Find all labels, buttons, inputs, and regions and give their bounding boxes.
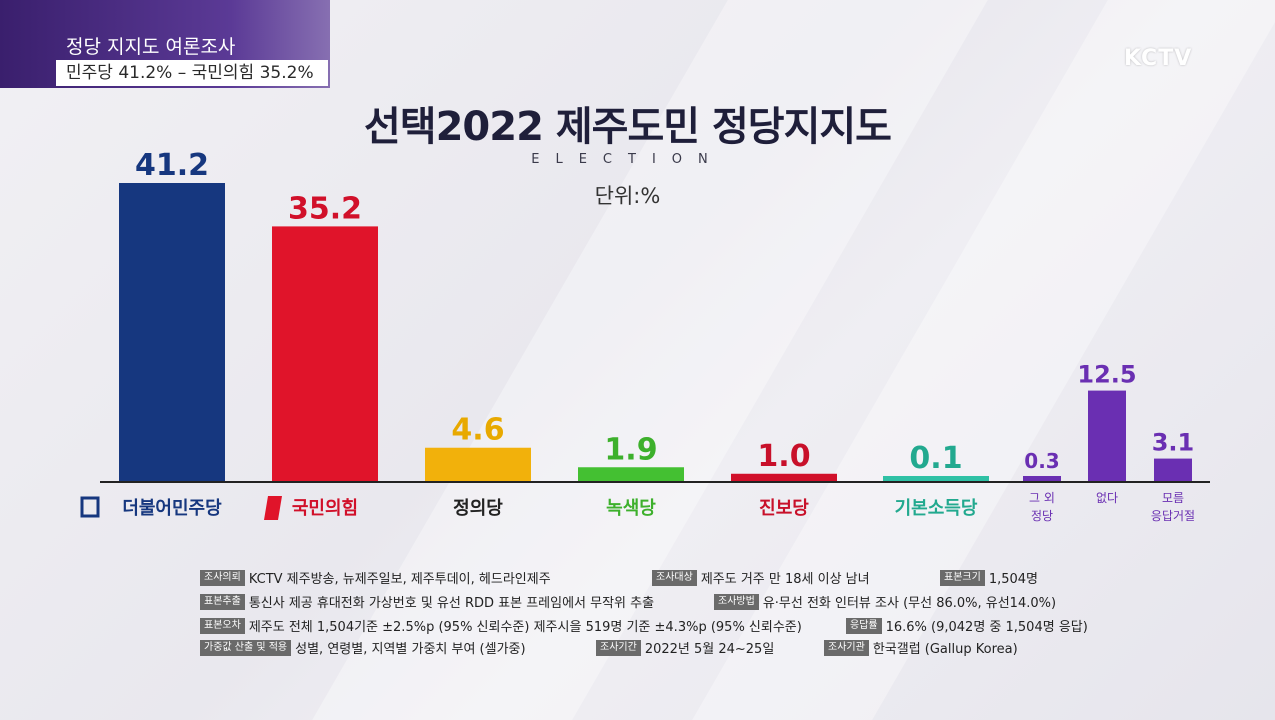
category-label-7: 정당 bbox=[1031, 509, 1053, 523]
category-label-9: 응답거절 bbox=[1151, 509, 1195, 523]
info-sampling: 표본추출 통신사 제공 휴대전화 가상번호 및 유선 RDD 표본 프레임에서 무… bbox=[200, 592, 654, 611]
info-client: 조사의뢰 KCTV 제주방송, 뉴제주일보, 제주투데이, 헤드라인제주 bbox=[200, 568, 551, 587]
category-label-6: 기본소득당 bbox=[895, 498, 978, 519]
value-label-5: 1.0 bbox=[757, 439, 810, 474]
info-response-rate: 응답률 16.6% (9,042명 중 1,504명 응답) bbox=[846, 616, 1088, 635]
category-label-1: 더불어민주당 bbox=[122, 498, 222, 519]
info-target: 조사대상 제주도 거주 만 18세 이상 남녀 bbox=[652, 568, 870, 587]
chart-title: 선택2022 제주도민 정당지지도 bbox=[364, 104, 892, 150]
bar-3 bbox=[425, 447, 531, 481]
info-weighting: 가중값 산출 및 적용 성별, 연령별, 지역별 가중치 부여 (셀가중) bbox=[200, 638, 526, 657]
value-label-9: 3.1 bbox=[1152, 429, 1195, 457]
bar-5 bbox=[731, 473, 837, 481]
info-sample-size: 표본크기 1,504명 bbox=[940, 568, 1038, 587]
bar-6 bbox=[883, 476, 989, 481]
ppp-party-logo-icon bbox=[264, 496, 282, 520]
caption-summary: 민주당 41.2% – 국민의힘 35.2% bbox=[56, 60, 328, 86]
value-label-7: 0.3 bbox=[1024, 449, 1059, 473]
kctv-logo: KCTV bbox=[1124, 46, 1193, 71]
value-label-2: 35.2 bbox=[288, 191, 362, 226]
category-label-7: 그 외 bbox=[1029, 491, 1055, 505]
category-label-9: 모름 bbox=[1162, 491, 1184, 505]
bar-8 bbox=[1088, 390, 1126, 481]
info-error: 표본오차 제주도 전체 1,504기준 ±2.5%p (95% 신뢰수준) 제주시… bbox=[200, 616, 802, 635]
value-label-8: 12.5 bbox=[1077, 361, 1136, 389]
bar-9 bbox=[1154, 458, 1192, 481]
category-label-3: 정의당 bbox=[453, 498, 503, 519]
category-label-8: 없다 bbox=[1096, 491, 1118, 505]
bar-4 bbox=[578, 467, 684, 481]
survey-info: 조사의뢰 KCTV 제주방송, 뉴제주일보, 제주투데이, 헤드라인제주 조사대상… bbox=[200, 568, 1120, 657]
chart-subtitle: ELECTION bbox=[531, 152, 724, 167]
unit-label: 단위:% bbox=[594, 184, 661, 208]
value-label-6: 0.1 bbox=[909, 441, 962, 476]
caption-box: 정당 지지도 여론조사 민주당 41.2% – 국민의힘 35.2% bbox=[0, 0, 330, 88]
category-label-2: 국민의힘 bbox=[292, 498, 358, 519]
bar-chart: 41.2 더불어민주당 35.2 국민의힘 4.6 정의당 1.9 녹색당 1.0 진보당 0.1 기… bbox=[80, 148, 1210, 523]
bar-7 bbox=[1023, 476, 1061, 481]
category-label-5: 진보당 bbox=[759, 498, 809, 519]
caption-title: 정당 지지도 여론조사 bbox=[66, 36, 236, 58]
value-label-1: 41.2 bbox=[135, 148, 209, 183]
value-label-3: 4.6 bbox=[451, 413, 504, 448]
democratic-party-logo-icon bbox=[80, 496, 100, 518]
info-method: 조사방법 유·무선 전화 인터뷰 조사 (무선 86.0%, 유선14.0%) bbox=[714, 592, 1056, 611]
category-label-4: 녹색당 bbox=[606, 498, 656, 519]
info-agency: 조사기관 한국갤럽 (Gallup Korea) bbox=[824, 638, 1018, 657]
info-period: 조사기간 2022년 5월 24~25일 bbox=[596, 638, 774, 657]
bar-1 bbox=[119, 183, 225, 481]
value-label-4: 1.9 bbox=[604, 432, 657, 467]
bar-2 bbox=[272, 226, 378, 481]
